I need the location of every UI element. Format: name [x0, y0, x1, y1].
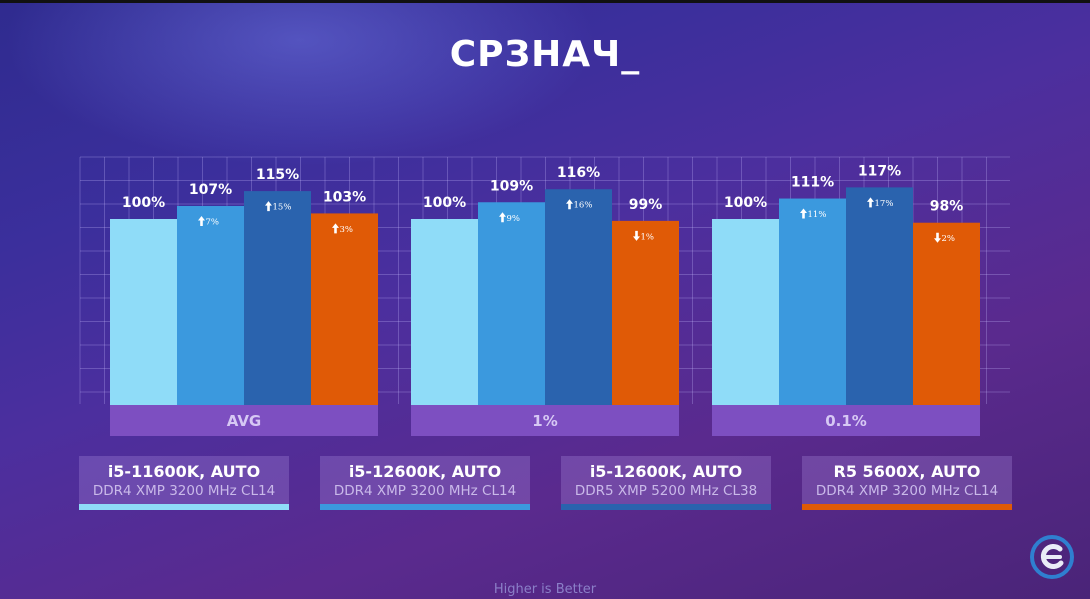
delta-label: 17% — [875, 199, 894, 209]
legend-cpu-label: R5 5600X, AUTO — [833, 462, 981, 481]
channel-logo-icon — [1030, 535, 1074, 579]
legend-box — [561, 456, 771, 504]
bar-chart: AVG 100% 107% 7% 115% 15% 103% 3% 1% 100% 109% 9% 11… — [79, 156, 1010, 436]
data-label: 115% — [256, 167, 299, 183]
category-label: AVG — [227, 412, 262, 430]
category-label: 0.1% — [825, 412, 867, 430]
delta-label: 2% — [942, 234, 956, 244]
arrow-up-icon — [332, 223, 340, 234]
category-band — [712, 405, 980, 436]
delta-label: 16% — [574, 201, 593, 211]
chart-title: СРЗНАЧ_ — [449, 34, 641, 75]
legend-item-3: i5-12600K, AUTO DDR5 XMP 5200 MHz CL38 — [561, 456, 771, 510]
arrow-up-icon — [499, 212, 507, 223]
legend-ram-label: DDR4 XMP 3200 MHz CL14 — [92, 483, 276, 499]
legend-color-swatch — [802, 504, 1012, 510]
footer-note: Higher is Better — [493, 582, 597, 597]
arrow-up-icon — [800, 208, 807, 219]
delta-label: 1% — [641, 232, 655, 242]
delta-label: 11% — [808, 210, 827, 220]
bar — [411, 219, 478, 405]
arrow-down-icon — [633, 230, 640, 241]
arrow-up-icon — [867, 197, 874, 208]
data-label: 103% — [323, 189, 366, 205]
bar — [913, 222, 980, 405]
legend-cpu-label: i5-12600K, AUTO — [348, 462, 502, 481]
legend-color-swatch — [320, 504, 530, 510]
data-label: 109% — [490, 178, 533, 194]
legend-ram-label: DDR4 XMP 3200 MHz CL14 — [815, 483, 999, 499]
window-frame — [0, 0, 1090, 3]
arrow-down-icon — [934, 232, 941, 243]
arrow-up-icon — [265, 201, 273, 212]
data-label: 111% — [791, 175, 834, 191]
bar — [110, 219, 177, 405]
bar — [311, 213, 378, 405]
data-label: 99% — [629, 197, 663, 213]
data-label: 116% — [557, 165, 600, 181]
legend-cpu-label: i5-11600K, AUTO — [107, 462, 261, 481]
legend-ram-label: DDR5 XMP 5200 MHz CL38 — [574, 483, 758, 499]
legend-box — [802, 456, 1012, 504]
category-band — [110, 405, 378, 436]
data-label: 100% — [724, 195, 767, 211]
legend-item-2: i5-12600K, AUTO DDR4 XMP 3200 MHz CL14 — [320, 456, 530, 510]
legend-color-swatch — [79, 504, 289, 510]
bar — [177, 205, 244, 405]
data-label: 107% — [189, 182, 232, 198]
arrow-up-icon — [198, 215, 205, 226]
legend-item-1: i5-11600K, AUTO DDR4 XMP 3200 MHz CL14 — [79, 456, 289, 510]
data-label: 98% — [930, 199, 964, 215]
legend-cpu-label: i5-12600K, AUTO — [589, 462, 743, 481]
category-band — [411, 405, 679, 436]
delta-label: 9% — [507, 214, 521, 224]
delta-label: 15% — [273, 203, 292, 213]
bar — [612, 220, 679, 405]
bar — [712, 219, 779, 405]
bar — [478, 202, 545, 405]
legend-ram-label: DDR4 XMP 3200 MHz CL14 — [333, 483, 517, 499]
bar — [779, 198, 846, 405]
bar — [545, 189, 612, 405]
category-label: 1% — [532, 412, 557, 430]
data-label: 100% — [122, 195, 165, 211]
delta-label: 3% — [340, 225, 354, 235]
bar — [846, 187, 913, 405]
legend-item-4: R5 5600X, AUTO DDR4 XMP 3200 MHz CL14 — [802, 456, 1012, 510]
data-label: 100% — [423, 195, 466, 211]
arrow-up-icon — [566, 199, 573, 210]
data-label: 117% — [858, 163, 901, 179]
legend-box — [79, 456, 289, 504]
delta-label: 7% — [206, 217, 220, 227]
legend-color-swatch — [561, 504, 771, 510]
legend-box — [320, 456, 530, 504]
bar — [244, 191, 311, 405]
